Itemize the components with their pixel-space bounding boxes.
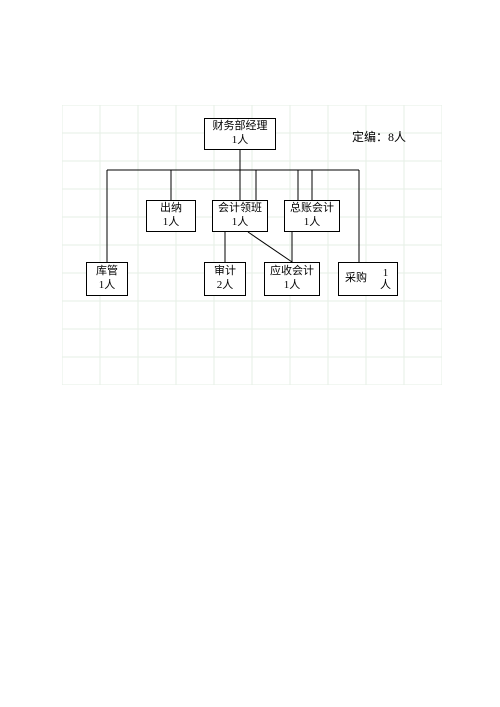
node-count: 1人: [232, 216, 249, 230]
node-title: 出纳: [160, 202, 182, 216]
node-extra: 1: [383, 267, 389, 279]
node-purchase: 采购 1 人: [338, 262, 398, 296]
node-title: 审计: [214, 265, 236, 279]
node-title: 采购: [345, 272, 367, 286]
node-count: 1人: [163, 216, 180, 230]
node-accounts-receivable: 应收会计 1人: [264, 262, 320, 296]
node-cashier: 出纳 1人: [146, 200, 196, 232]
node-title: 应收会计: [270, 265, 314, 279]
node-count: 人: [380, 279, 391, 291]
page: 定编：8人 财务部经理 1人 出纳 1人 会计领班 1人 总账会计 1人 库管 …: [0, 0, 500, 707]
node-general-ledger: 总账会计 1人: [284, 200, 340, 232]
node-audit: 审计 2人: [204, 262, 246, 296]
node-manager: 财务部经理 1人: [204, 118, 276, 150]
node-title: 总账会计: [290, 202, 334, 216]
node-title: 会计领班: [218, 202, 262, 216]
node-title: 财务部经理: [213, 120, 268, 134]
node-count: 1人: [304, 216, 321, 230]
node-warehouse: 库管 1人: [86, 262, 128, 296]
node-count: 1人: [284, 279, 301, 293]
node-count: 1人: [232, 134, 249, 148]
node-count: 1人: [99, 279, 116, 293]
node-count: 2人: [217, 279, 234, 293]
node-accounting-lead: 会计领班 1人: [212, 200, 268, 232]
headcount-note: 定编：8人: [352, 128, 406, 145]
node-title: 库管: [96, 265, 118, 279]
